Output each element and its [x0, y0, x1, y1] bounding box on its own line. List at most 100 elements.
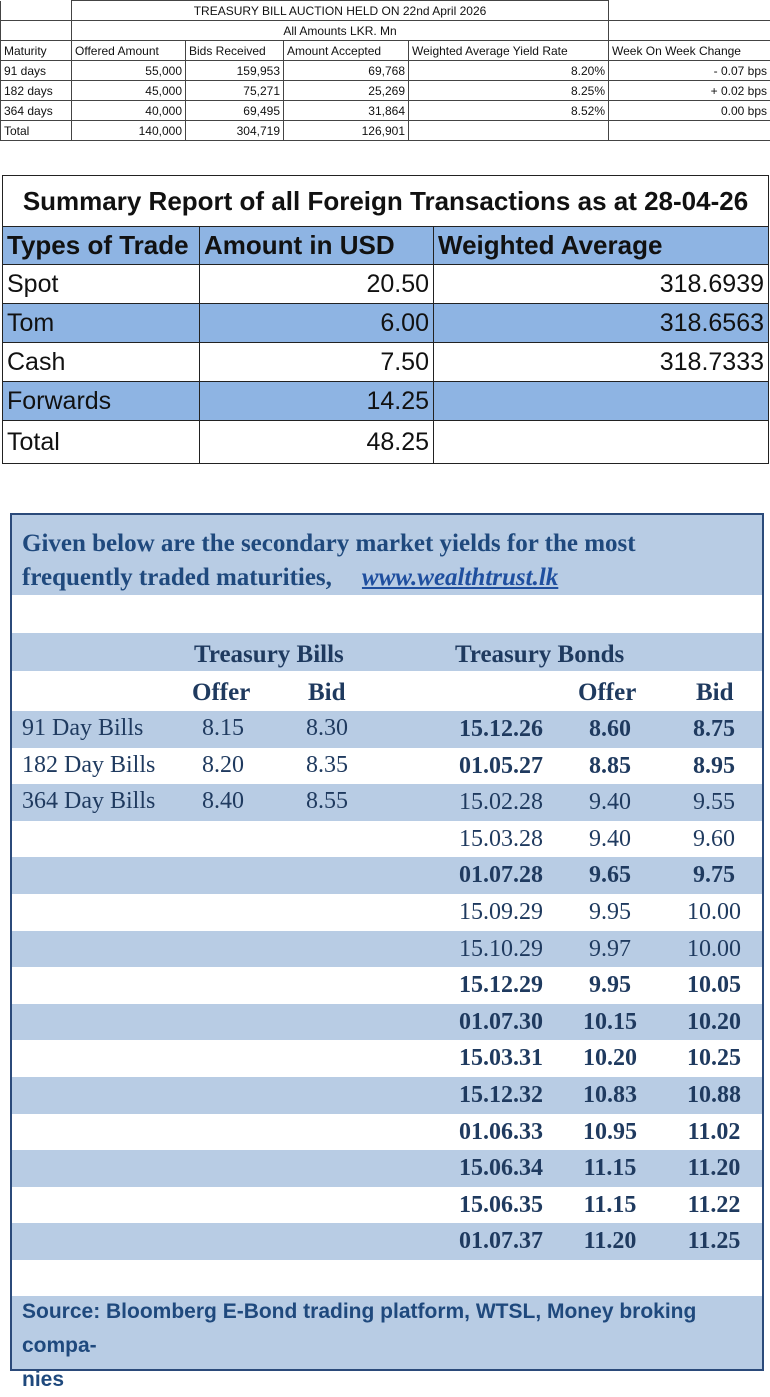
fx-header-cell: Types of Trade [3, 227, 200, 265]
auction-cell: 0.00 bps [609, 101, 770, 121]
bond-bid: 10.00 [676, 936, 752, 963]
auction-cell: 8.52% [409, 101, 609, 121]
auction-subtitle-row: All Amounts LKR. Mn [1, 21, 770, 41]
auction-cell [409, 121, 609, 141]
intro-line-1: Given below are the secondary market yie… [22, 527, 752, 561]
row-band [12, 931, 762, 968]
auction-cell: - 0.07 bps [609, 61, 770, 81]
bond-bid: 10.88 [676, 1082, 752, 1109]
bond-offer: 9.40 [572, 826, 648, 853]
bond-bid: 11.22 [676, 1192, 752, 1219]
bond-offer: 8.85 [572, 753, 648, 780]
row-band [12, 821, 762, 858]
treasury-bills-heading: Treasury Bills [194, 641, 344, 669]
source-line-2: nies [22, 1363, 752, 1397]
row-band [12, 1223, 762, 1260]
bond-bid: 9.75 [676, 862, 752, 889]
fx-cell [434, 382, 769, 421]
bond-bid: 10.00 [676, 899, 752, 926]
auction-header-row: Maturity Offered Amount Bids Received Am… [1, 41, 770, 61]
bond-maturity: 01.07.30 [459, 1009, 543, 1036]
row-band [12, 1114, 762, 1151]
auction-cell: 40,000 [72, 101, 186, 121]
bond-bid: 8.75 [676, 716, 752, 743]
bill-bid: 8.55 [306, 788, 348, 815]
auction-cell [609, 121, 770, 141]
fx-cell: 14.25 [200, 382, 434, 421]
secondary-intro: Given below are the secondary market yie… [22, 527, 752, 595]
bond-maturity: 15.06.35 [459, 1192, 543, 1219]
bond-maturity: 01.06.33 [459, 1119, 543, 1146]
treasury-bill-auction-table: TREASURY BILL AUCTION HELD ON 22nd April… [0, 0, 770, 141]
bond-bid: 10.25 [676, 1045, 752, 1072]
source-note: Source: Bloomberg E-Bond trading platfor… [22, 1295, 752, 1397]
bond-maturity: 15.12.26 [459, 716, 543, 743]
row-band [12, 595, 762, 633]
row-band [12, 1004, 762, 1041]
auction-cell: 159,953 [186, 61, 284, 81]
bond-offer: 9.97 [572, 936, 648, 963]
fx-header-row: Types of Trade Amount in USD Weighted Av… [3, 227, 769, 265]
fx-cell: 20.50 [200, 265, 434, 304]
fx-cell: 7.50 [200, 343, 434, 382]
wealthtrust-link[interactable]: www.wealthtrust.lk [362, 564, 558, 591]
row-band [12, 857, 762, 894]
auction-title: TREASURY BILL AUCTION HELD ON 22nd April… [72, 1, 609, 21]
fx-cell: 318.6563 [434, 304, 769, 343]
auction-cell: 304,719 [186, 121, 284, 141]
bill-bid: 8.30 [306, 715, 348, 742]
fx-header-cell: Amount in USD [200, 227, 434, 265]
bond-maturity: 15.09.29 [459, 899, 543, 926]
bond-maturity: 15.03.31 [459, 1045, 543, 1072]
foreign-transactions-summary-table: Summary Report of all Foreign Transactio… [2, 175, 769, 464]
auction-cell: 182 days [1, 81, 72, 101]
auction-cell: 69,768 [284, 61, 409, 81]
row-band [12, 1260, 762, 1296]
bond-maturity: 15.06.34 [459, 1155, 543, 1182]
bond-maturity: 01.05.27 [459, 753, 543, 780]
fx-cell: Forwards [3, 382, 200, 421]
bond-offer: 10.83 [572, 1082, 648, 1109]
bond-maturity: 15.03.28 [459, 826, 543, 853]
bond-bid: 11.25 [676, 1228, 752, 1255]
row-band [12, 1040, 762, 1077]
fx-cell: Total [3, 421, 200, 464]
auction-header-cell: Offered Amount [72, 41, 186, 61]
auction-cell: 126,901 [284, 121, 409, 141]
fx-header-cell: Weighted Average [434, 227, 769, 265]
bill-offer: 8.20 [202, 752, 244, 779]
source-line-1: Source: Bloomberg E-Bond trading platfor… [22, 1295, 752, 1363]
bond-bid: 9.55 [676, 789, 752, 816]
fx-cell: Spot [3, 265, 200, 304]
bill-offer: 8.40 [202, 788, 244, 815]
bond-offer: 10.95 [572, 1119, 648, 1146]
bonds-offer-label: Offer [578, 679, 636, 707]
row-band [12, 671, 762, 711]
fx-cell: 48.25 [200, 421, 434, 464]
row-band [12, 1077, 762, 1114]
fx-cell: 318.6939 [434, 265, 769, 304]
bond-offer: 9.65 [572, 862, 648, 889]
bond-maturity: 15.12.29 [459, 972, 543, 999]
bill-name: 182 Day Bills [22, 752, 155, 779]
auction-header-cell: Week On Week Change [609, 41, 770, 61]
auction-cell: 8.20% [409, 61, 609, 81]
bond-bid: 11.20 [676, 1155, 752, 1182]
bond-bid: 8.95 [676, 753, 752, 780]
bonds-bid-label: Bid [696, 679, 734, 707]
auction-title-row: TREASURY BILL AUCTION HELD ON 22nd April… [1, 1, 770, 21]
bond-offer: 11.20 [572, 1228, 648, 1255]
row-band [12, 967, 762, 1004]
fx-cell [434, 421, 769, 464]
bond-bid: 9.60 [676, 826, 752, 853]
auction-cell: 8.25% [409, 81, 609, 101]
row-band [12, 1187, 762, 1224]
row-band [12, 1150, 762, 1187]
auction-cell: Total [1, 121, 72, 141]
